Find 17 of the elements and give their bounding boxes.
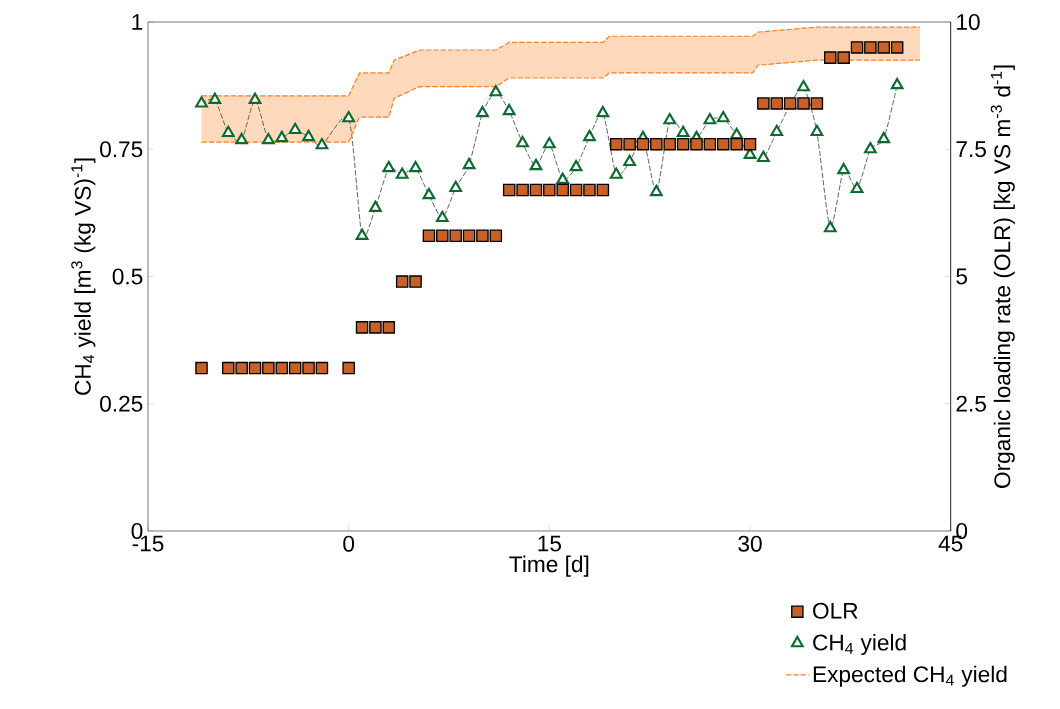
y2-tick-label: 5: [956, 268, 968, 285]
legend-label: OLR: [813, 602, 858, 619]
y-tick-label: 0.25: [100, 395, 143, 412]
x-tick-label: 0: [343, 535, 355, 552]
y-axis-title: CH$_{4}$ yield [m$^{3}$ (kg VS)$^{-1}$]: [71, 158, 96, 395]
legend-label: CH$_{4}$ yield: [813, 633, 906, 656]
y2-tick-label: 10: [957, 13, 980, 31]
y2-axis-title: Organic loading rate (OLR) [kg VS m$^{-3}$ d$^{-1}$]: [990, 65, 1015, 488]
legend-label: Expected CH$_{4}$ yield: [813, 665, 1007, 687]
x-axis-title: Time [d]: [509, 555, 589, 577]
y-tick-label: 0.5: [112, 268, 143, 285]
x-tick-label: 30: [738, 535, 762, 552]
y2-tick-label: 2.5: [956, 395, 986, 412]
y2-tick-label: 7.5: [956, 141, 986, 158]
x-tick-label: 15: [538, 535, 561, 552]
y-tick-label: 0.75: [100, 141, 143, 158]
y-tick-label: 1: [132, 14, 143, 30]
